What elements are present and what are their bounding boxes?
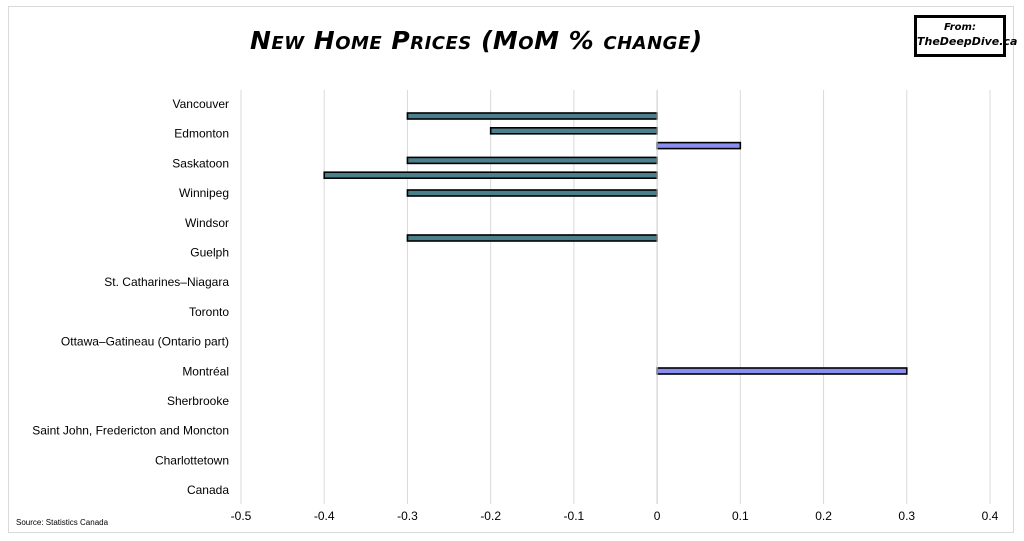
bar: [406, 112, 658, 120]
category-label: Ottawa–Gatineau (Ontario part): [61, 335, 229, 349]
category-label: Winnipeg: [179, 186, 229, 200]
category-label: Edmonton: [174, 127, 229, 141]
bar: [406, 156, 658, 165]
bar: [406, 189, 658, 197]
category-label: Saskatoon: [172, 156, 229, 170]
x-tick-label: 0.4: [982, 509, 999, 523]
x-tick-label: 0.2: [815, 509, 832, 523]
category-label: Windsor: [185, 216, 229, 230]
source-note: Source: Statistics Canada: [16, 518, 109, 527]
x-tick-label: 0.3: [898, 509, 915, 523]
bar: [656, 141, 742, 150]
category-label: St. Catharines–Niagara: [104, 275, 229, 289]
category-label: Saint John, Fredericton and Moncton: [32, 424, 229, 438]
chart-frame: [8, 6, 1014, 533]
x-tick-label: 0: [654, 509, 661, 523]
chart-title: New Home Prices (MoM % change): [250, 26, 703, 55]
x-tick-label: -0.5: [231, 509, 252, 523]
x-tick-label: 0.1: [732, 509, 749, 523]
x-tick-label: -0.1: [564, 509, 585, 523]
badge-line-site: TheDeepDive.ca: [917, 35, 1018, 48]
x-tick-label: -0.3: [397, 509, 418, 523]
category-label: Sherbrooke: [167, 394, 229, 408]
source-badge: From: TheDeepDive.ca: [914, 15, 1018, 57]
category-label: Charlottetown: [155, 453, 229, 467]
category-label: Canada: [187, 483, 229, 497]
bar: [406, 234, 658, 242]
bar: [323, 171, 658, 179]
category-label: Vancouver: [173, 97, 229, 111]
badge-line-from: From:: [944, 22, 976, 33]
category-label: Guelph: [190, 246, 229, 260]
x-tick-label: -0.2: [480, 509, 501, 523]
bar: [656, 367, 908, 375]
category-label: Montréal: [182, 364, 229, 378]
bar: [489, 127, 658, 135]
category-label: Toronto: [189, 305, 229, 319]
x-tick-label: -0.4: [314, 509, 335, 523]
